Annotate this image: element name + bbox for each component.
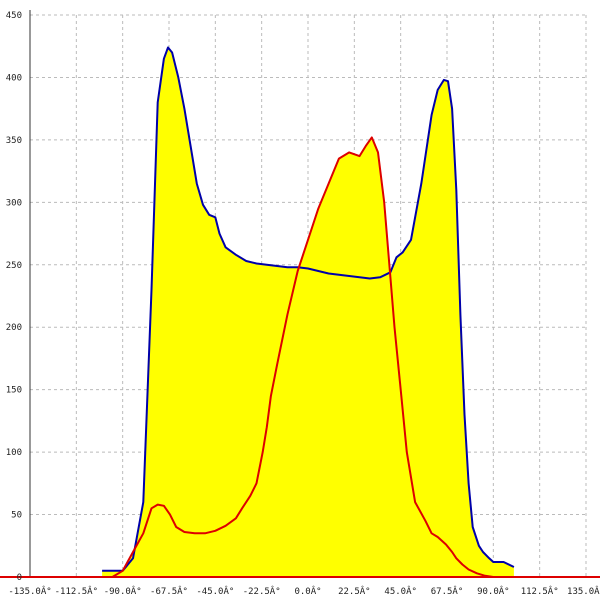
x-tick-label: -22.5Â°: [243, 585, 281, 597]
y-tick-label: 350: [6, 136, 22, 146]
x-tick-labels: -135.0Â° -112.5Â° -90.0Â° -67.5Â° -45.0Â° -22…: [8, 585, 600, 597]
x-tick-label: 90.0Â°: [477, 585, 510, 597]
x-tick-label: 112.5Â°: [521, 585, 559, 597]
x-tick-label: -135.0Â°: [8, 585, 51, 597]
series-lines: [91, 46, 515, 578]
x-tick-label: -90.0Â°: [104, 585, 142, 597]
y-tick-label: 100: [6, 448, 22, 458]
y-tick-label: 450: [6, 11, 22, 21]
x-tick-label: 135.0Â°: [567, 585, 600, 597]
x-tick-label: -112.5Â°: [55, 585, 98, 597]
y-tick-label: 400: [6, 73, 22, 83]
y-tick-label: 150: [6, 386, 22, 396]
y-tick-label: 0: [17, 573, 22, 583]
x-tick-label: -67.5Â°: [150, 585, 188, 597]
x-tick-label: 67.5Â°: [431, 585, 464, 597]
y-tick-label: 300: [6, 198, 22, 208]
series-1-line: [102, 46, 515, 572]
x-tick-label: 0.0Â°: [294, 585, 321, 597]
y-tick-labels: 0 50 100 150 200 250 300 350 400 450: [6, 11, 22, 583]
y-tick-label: 250: [6, 261, 22, 271]
y-tick-label: 50: [11, 511, 22, 521]
y-tick-label: 200: [6, 323, 22, 333]
x-tick-label: 45.0Â°: [384, 585, 417, 597]
axes: [0, 10, 600, 578]
series-2-line: [91, 136, 514, 578]
x-tick-label: 22.5Â°: [338, 585, 371, 597]
x-tick-label: -45.0Â°: [196, 585, 234, 597]
